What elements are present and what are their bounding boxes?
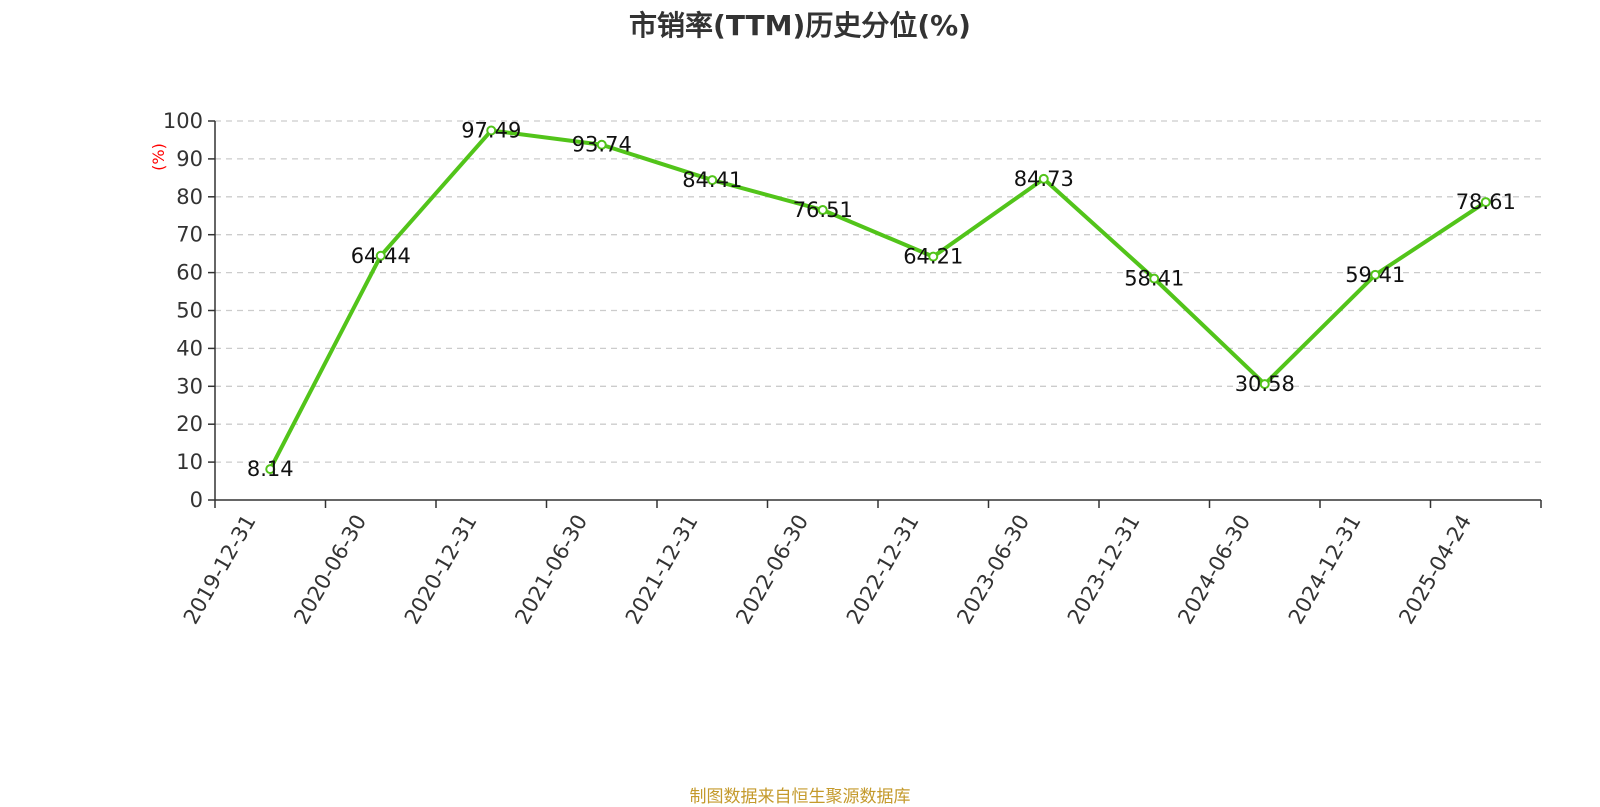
series-layer	[265, 125, 1491, 475]
data-label: 8.14	[247, 457, 294, 481]
x-tick-label: 2020-12-31	[400, 511, 482, 629]
y-tick-label: 10	[176, 450, 203, 474]
grid-lines	[215, 120, 1541, 463]
data-label: 30.58	[1235, 372, 1295, 396]
y-tick-label: 90	[176, 147, 203, 171]
data-point	[596, 139, 607, 150]
data-label: 58.41	[1124, 267, 1184, 291]
data-point	[486, 125, 497, 136]
data-label: 84.73	[1014, 167, 1074, 191]
data-point	[817, 205, 828, 216]
y-tick-label: 80	[176, 185, 203, 209]
data-point	[1370, 269, 1381, 280]
x-tick-label: 2023-12-31	[1063, 511, 1145, 629]
x-tick-label: 2022-12-31	[842, 511, 924, 629]
y-tick-label: 40	[176, 336, 203, 360]
x-tick-label: 2022-06-30	[731, 511, 813, 629]
data-point	[1038, 173, 1049, 184]
data-label: 93.74	[572, 133, 632, 157]
x-tick-label: 2019-12-31	[179, 511, 261, 629]
source-note: 制图数据来自恒生聚源数据库	[689, 787, 911, 807]
y-tick-label: 100	[163, 109, 203, 133]
data-point	[707, 175, 718, 186]
x-tick-label: 2024-06-30	[1173, 511, 1255, 629]
y-tick-label: 0	[190, 488, 203, 512]
y-tick-label: 60	[176, 261, 203, 285]
data-point	[1259, 379, 1270, 390]
data-point	[1480, 197, 1491, 208]
y-tick-labels: 0 10 20 30 40 50 60 70 80 90 100	[163, 109, 203, 512]
x-tick-labels: 2019-12-31 2020-06-30 2020-12-31 2021-06-30…	[179, 511, 1476, 629]
data-label: 59.41	[1345, 263, 1405, 287]
x-tick-label: 2021-12-31	[621, 511, 703, 629]
series-line	[268, 128, 1488, 472]
data-point	[1149, 273, 1160, 284]
chart-title: 市销率(TTM)历史分位(%)	[629, 9, 971, 42]
y-tick-label: 30	[176, 374, 203, 398]
x-tick-label: 2025-04-24	[1394, 511, 1476, 629]
y-tick-label: 50	[176, 299, 203, 323]
data-labels: 8.14 64.44 97.49 93.74 84.41 76.51 64.21 84.73 5…	[247, 119, 1516, 482]
data-point	[375, 250, 386, 261]
data-label: 76.51	[793, 198, 853, 222]
data-label: 64.44	[351, 244, 411, 268]
x-tick-label: 2024-12-31	[1284, 511, 1366, 629]
data-label: 78.61	[1456, 190, 1516, 214]
data-label: 84.41	[682, 168, 742, 192]
x-tick-label: 2021-06-30	[510, 511, 592, 629]
axes	[208, 120, 1542, 508]
data-label: 64.21	[903, 245, 963, 269]
y-tick-label: 70	[176, 223, 203, 247]
x-tick-label: 2020-06-30	[289, 511, 371, 629]
x-tick-label: 2023-06-30	[952, 511, 1034, 629]
y-tick-label: 20	[176, 412, 203, 436]
y-axis-label: (%)	[149, 143, 168, 171]
data-label: 97.49	[461, 119, 521, 143]
data-point	[928, 251, 939, 262]
data-point	[265, 464, 276, 475]
